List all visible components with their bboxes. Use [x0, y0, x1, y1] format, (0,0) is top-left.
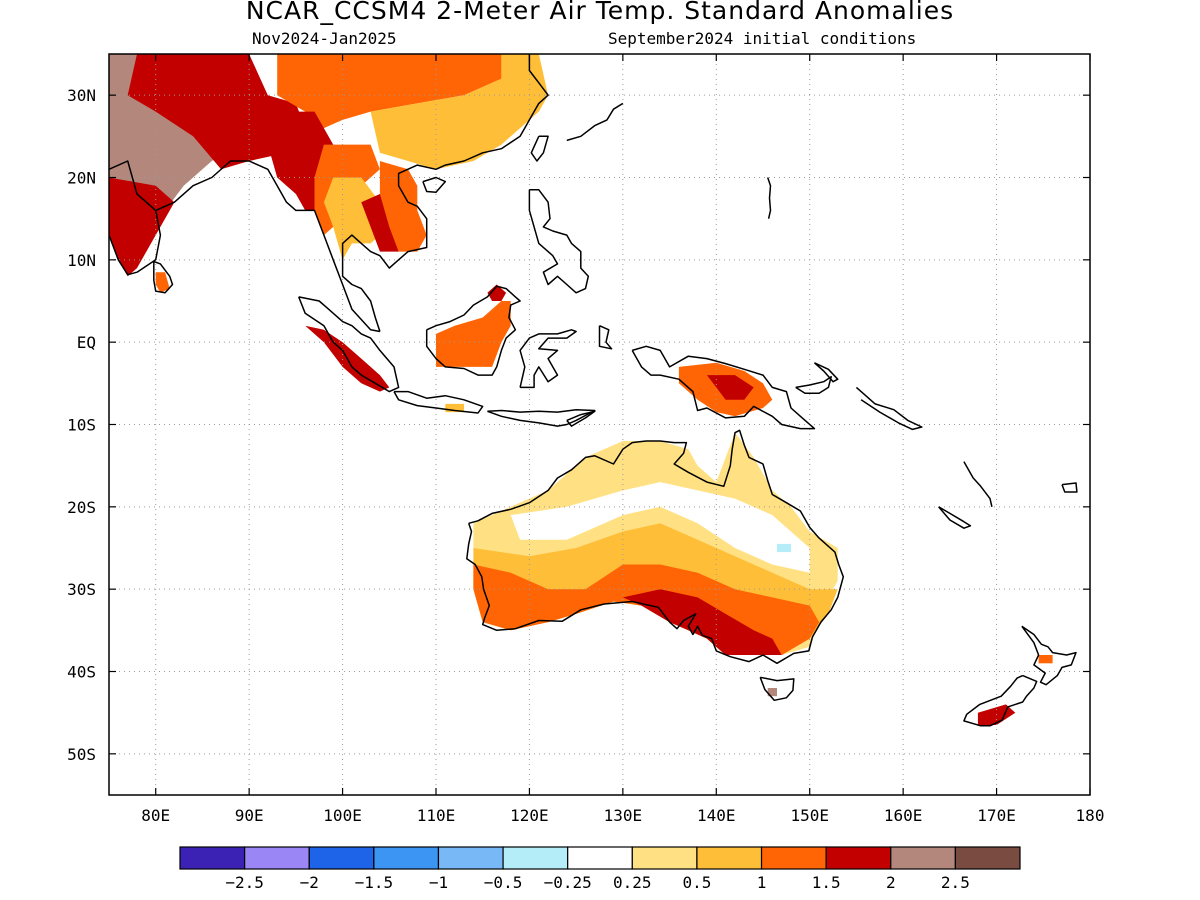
coastline-timor: [566, 410, 596, 427]
anomaly-region-new-guinea-center: [706, 375, 754, 400]
anomaly-region-new-zealand-north: [1038, 655, 1053, 664]
anomaly-region-china-southeast: [370, 54, 549, 170]
anomaly-region-australia-cyan: [777, 543, 791, 553]
lon-tick-label: 180: [1076, 806, 1105, 825]
lat-tick-label: 20S: [67, 498, 96, 517]
lon-tick-label: 160E: [884, 806, 923, 825]
coastline-philippines: [528, 189, 590, 294]
colorbar-label: −1: [429, 873, 448, 892]
colorbar-swatch: [954, 846, 1021, 870]
coastline-new-britain: [795, 375, 832, 394]
colorbar-label: 2: [886, 873, 896, 892]
coastline-bay-of-bengal: [155, 160, 381, 333]
anomaly-region-china-south: [277, 54, 502, 129]
coastlines: [109, 54, 1078, 727]
colorbar-swatch: [696, 846, 763, 870]
coastline-solomons: [855, 386, 923, 431]
lon-tick-label: 100E: [323, 806, 362, 825]
colorbar-swatch: [179, 846, 246, 870]
anomaly-region-australia-red: [622, 589, 782, 655]
coastline-java: [393, 390, 484, 414]
lon-tick-label: 80E: [141, 806, 170, 825]
lon-tick-label: 140E: [697, 806, 736, 825]
colorbar-swatch: [631, 846, 698, 870]
coastline-malaya-east: [341, 54, 549, 332]
lon-tick-label: 90E: [235, 806, 264, 825]
lat-tick-label: 40S: [67, 663, 96, 682]
anomaly-region-borneo-north: [487, 284, 507, 301]
anomaly-region-sri-lanka: [155, 272, 170, 293]
anomaly-region-borneo: [436, 301, 511, 367]
colorbar-swatch: [437, 846, 504, 870]
colorbar-label: −1.5: [355, 873, 394, 892]
colorbar-label: 0.5: [682, 873, 711, 892]
coastline-halmahera: [598, 325, 613, 350]
colorbar-label: −2: [300, 873, 319, 892]
coastline-borneo: [425, 285, 521, 376]
colorbar-label: −0.5: [484, 873, 523, 892]
lon-tick-label: 130E: [604, 806, 643, 825]
coastline-hainan: [422, 176, 447, 194]
colorbar-swatch: [760, 846, 827, 870]
initial-conditions: September2024 initial conditions: [608, 29, 917, 48]
lon-tick-label: 120E: [510, 806, 549, 825]
colorbar-swatch: [567, 846, 633, 870]
coastline-new-guinea: [631, 345, 816, 430]
colorbar-swatch: [244, 846, 310, 870]
anomaly-region-india-south: [109, 177, 175, 277]
coastline-new-caledonia: [938, 506, 972, 529]
lon-tick-label: 170E: [977, 806, 1016, 825]
lon-tick-label: 110E: [417, 806, 456, 825]
colorbar-label: 1.5: [812, 873, 841, 892]
lat-tick-label: 30S: [67, 580, 96, 599]
colorbar-swatch: [502, 846, 569, 870]
lat-tick-label: 50S: [67, 745, 96, 764]
coastline-nz-south: [963, 674, 1038, 727]
lat-tick-label: 20N: [67, 169, 96, 188]
lat-lon-grid: [109, 54, 1090, 795]
lon-tick-label: 150E: [790, 806, 829, 825]
colorbar-label: 2.5: [941, 873, 970, 892]
coastline-fiji: [1061, 482, 1078, 493]
coastline-india: [109, 160, 162, 276]
colorbar-swatch: [825, 846, 892, 870]
colorbar-label: 0.25: [613, 873, 652, 892]
forecast-period: Nov2024-Jan2025: [252, 29, 397, 48]
coastline-sulawesi: [519, 329, 577, 389]
anomaly-region-tasmania: [767, 688, 777, 697]
coastline-mariana: [766, 177, 772, 219]
coastline-japan-ryukyu: [566, 102, 624, 142]
colorbar-label: 1: [757, 873, 767, 892]
coastline-sumatra: [298, 296, 400, 393]
coastline-nz-north: [1021, 625, 1077, 686]
lat-tick-label: 30N: [67, 86, 96, 105]
coastline-lesser-sunda: [487, 408, 596, 427]
lat-tick-label: 10N: [67, 251, 96, 270]
colorbar-label: −2.5: [225, 873, 264, 892]
coastline-vanuatu: [963, 461, 993, 507]
coastline-sri-lanka: [153, 260, 174, 294]
colorbar-swatch: [890, 846, 956, 870]
coastline-taiwan: [530, 135, 549, 162]
anomaly-region-india-northeast: [127, 54, 306, 170]
anomaly-region-australia-white: [510, 482, 810, 573]
lat-tick-label: EQ: [77, 333, 96, 352]
coastline-new-ireland: [813, 362, 839, 383]
lat-tick-label: 10S: [67, 416, 96, 435]
colorbar: −2.5 −2 −1.5 −1 −0.5 −0.25 0.25 0.5 1 1.5 2 2.5: [179, 846, 1021, 892]
colorbar-swatch: [308, 846, 375, 870]
coastline-tasmania: [759, 676, 795, 702]
anomaly-shading: [109, 54, 1053, 725]
colorbar-swatch: [373, 846, 440, 870]
anomaly-region-vietnam-east: [379, 161, 427, 252]
coastline-australia: [466, 429, 845, 665]
colorbar-label: −0.25: [544, 873, 592, 892]
axis-ticks: 30N 20N 10N EQ 10S 20S 30S 40S 50S 80E 90E 100E 110E…: [67, 54, 1104, 825]
map-title: NCAR_CCSM4 2-Meter Air Temp. Standard An…: [245, 0, 955, 25]
